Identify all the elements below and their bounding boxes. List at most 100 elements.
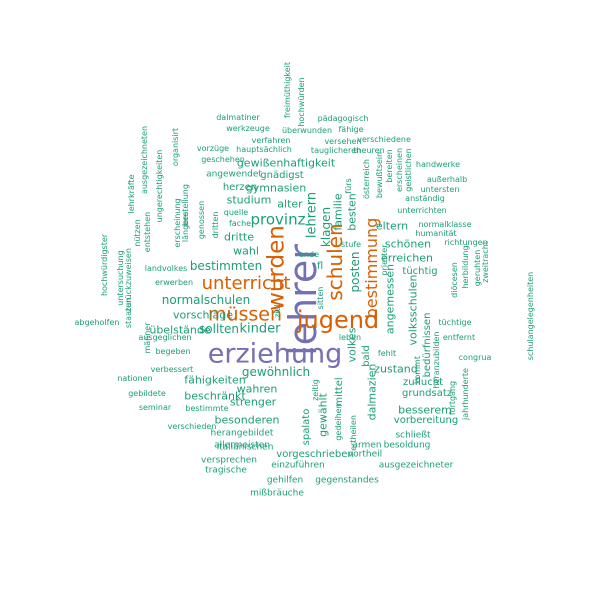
- word-110: freimüthigkeit: [283, 61, 292, 119]
- word-118: längere: [181, 211, 190, 243]
- word-146: gedeihen: [334, 403, 343, 441]
- word-65: herangebildet: [210, 428, 274, 439]
- word-101: entfernt: [442, 333, 476, 342]
- word-16: fähigkeiten: [184, 373, 246, 387]
- word-81: verfahren: [251, 136, 291, 145]
- word-15: gewöhnlich: [241, 365, 311, 379]
- word-52: spalato: [301, 408, 312, 446]
- word-6: unterricht: [201, 273, 291, 294]
- word-53: vorgeschrieben: [276, 449, 354, 460]
- word-98: humanität: [415, 229, 457, 238]
- word-107: leben: [338, 333, 362, 342]
- word-29: gewißenhaftigkeit: [236, 156, 336, 170]
- word-75: ausgeglichen: [138, 333, 192, 342]
- word-62: armen: [352, 440, 382, 451]
- word-22: dritte: [224, 230, 254, 244]
- word-27: herzen: [222, 182, 258, 193]
- word-148: fl: [316, 261, 324, 272]
- word-1: erziehung: [207, 338, 343, 370]
- word-120: dritten: [211, 211, 220, 239]
- word-42: zustand: [374, 362, 418, 376]
- word-25: gnädigst: [260, 170, 304, 181]
- word-38: tüchtig: [402, 266, 438, 277]
- word-134: herbildung: [461, 245, 470, 289]
- word-100: tüchtige: [438, 318, 472, 327]
- word-109: fürs: [344, 178, 353, 194]
- word-132: geistlichen: [404, 148, 413, 192]
- word-61: vortheil: [347, 449, 383, 460]
- word-69: seminar: [138, 403, 172, 412]
- word-49: vorbereitung: [393, 415, 459, 426]
- word-3: wurden: [263, 225, 290, 311]
- word-21: wahl: [233, 244, 259, 258]
- word-84: geschehen: [201, 155, 245, 164]
- word-78: abgeholfen: [74, 318, 120, 327]
- word-36: schönen: [384, 237, 432, 251]
- word-87: fähige: [338, 125, 364, 134]
- word-91: theuren: [353, 146, 385, 155]
- word-70: bestimmte: [185, 404, 229, 413]
- word-18: wahren: [236, 382, 278, 396]
- word-9: normalschulen: [161, 293, 251, 307]
- word-82: vorzüge: [196, 144, 230, 153]
- word-11: kinder: [239, 321, 281, 337]
- word-97: normalklasse: [418, 220, 472, 229]
- word-124: staaten: [124, 297, 133, 329]
- word-112: ausgezeichneten: [140, 125, 149, 195]
- word-80: werkzeuge: [226, 124, 270, 133]
- word-85: pädagogisch: [317, 114, 369, 123]
- word-32: familie: [331, 193, 345, 231]
- word-111: hochwürden: [297, 77, 306, 127]
- word-56: tragische: [205, 465, 247, 476]
- word-68: verschieden: [167, 422, 217, 431]
- word-19: strenger: [229, 395, 277, 409]
- word-63: besoldung: [383, 440, 431, 451]
- word-74: begeben: [155, 347, 191, 356]
- word-121: hochwürdigster: [100, 233, 109, 297]
- word-102: congrua: [458, 353, 492, 362]
- word-24: gymnasien: [245, 181, 307, 195]
- word-46: besserem: [398, 403, 452, 417]
- word-137: schulangelegenheiten: [526, 271, 535, 361]
- word-114: ungerechtigkeiten: [155, 149, 164, 223]
- word-7: bestimmung: [362, 217, 381, 319]
- word-5: müssen: [207, 303, 283, 326]
- word-23: studium: [226, 193, 272, 207]
- word-55: versprechen: [201, 455, 257, 466]
- word-54: einzuführen: [271, 460, 325, 471]
- word-13: vorschläge: [172, 308, 234, 322]
- word-73: verbessert: [150, 365, 194, 374]
- word-89: verschiedene: [357, 135, 411, 144]
- word-17: beschränkt: [184, 389, 246, 403]
- word-128: österreich: [362, 159, 371, 199]
- word-99: richtungen: [444, 238, 488, 247]
- word-95: anständig: [405, 194, 445, 203]
- word-143: sitten: [316, 286, 325, 310]
- word-125: männer: [143, 322, 152, 354]
- word-139: jahrhunderte: [461, 368, 470, 420]
- word-126: nützen: [133, 219, 142, 247]
- word-20: besonderen: [214, 413, 280, 427]
- word-96: unterrichten: [397, 206, 447, 215]
- word-35: eltern: [375, 219, 409, 233]
- word-72: nationen: [117, 374, 153, 383]
- word-48: grundsatz: [402, 388, 452, 399]
- word-79: dalmatiner: [216, 113, 260, 122]
- word-88: versehen: [324, 137, 362, 146]
- word-60: ausgezeichneter: [378, 460, 454, 471]
- word-130: bereiten: [385, 149, 394, 183]
- word-59: gegenstandes: [315, 475, 379, 486]
- word-133: diöcesen: [450, 262, 459, 298]
- word-104: fache: [228, 219, 252, 228]
- word-30: lehrern: [304, 191, 320, 239]
- word-92: handwerke: [415, 160, 461, 169]
- word-131: erscheinen: [395, 147, 404, 193]
- word-50: mittel: [334, 377, 345, 407]
- word-136: zweitracht: [481, 241, 490, 283]
- word-83: hauptsächlich: [236, 145, 292, 154]
- word-44: dalmazien: [365, 363, 379, 421]
- word-129: bewußtsein: [375, 151, 384, 199]
- word-94: untersten: [420, 185, 460, 194]
- word-28: angewendet: [206, 169, 262, 180]
